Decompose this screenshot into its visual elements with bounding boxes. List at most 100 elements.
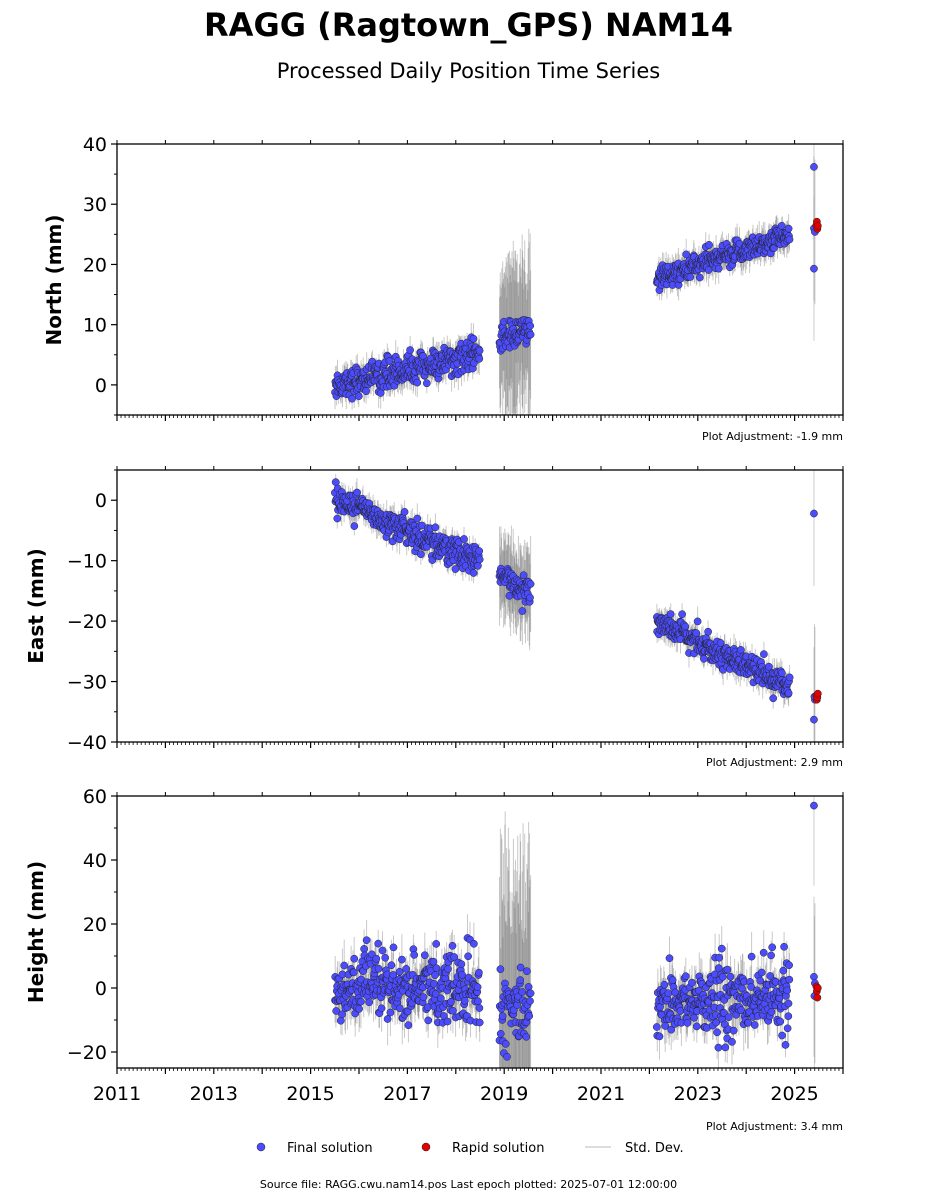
rapid-solution-point	[813, 984, 822, 992]
x-tick-label: 2023	[674, 1083, 722, 1105]
final-solution-point	[460, 535, 468, 543]
final-solution-point	[378, 946, 387, 955]
final-solution-point	[784, 689, 793, 698]
final-solution-point	[714, 1043, 723, 1052]
final-solution-point	[726, 972, 735, 981]
east-plot-adjustment: Plot Adjustment: 2.9 mm	[706, 756, 843, 769]
final-solution-point	[676, 1007, 685, 1015]
y-tick-label: −10	[67, 551, 107, 573]
final-solution-point	[665, 954, 674, 963]
final-solution-point	[518, 607, 527, 615]
final-solution-point	[362, 387, 370, 396]
north-frame	[116, 143, 844, 416]
final-solution-point	[432, 940, 441, 948]
final-solution-point	[377, 1004, 386, 1013]
chart-title: RAGG (Ragtown_GPS) NAM14	[204, 6, 733, 44]
final-solution-point	[716, 639, 725, 647]
y-tick-label: 20	[83, 914, 107, 936]
east-y-ticks: −40 −30 −20 −10 0	[67, 469, 117, 754]
final-solution-point	[400, 508, 409, 516]
final-solution-point	[374, 964, 383, 973]
final-solution-point	[447, 997, 455, 1006]
north-x-ticks	[116, 140, 844, 421]
final-solution-point	[429, 957, 438, 966]
final-solution-point	[432, 964, 441, 973]
final-solution-point	[431, 523, 440, 532]
east-std-dev-bars	[334, 470, 816, 742]
north-plot-adjustment: Plot Adjustment: -1.9 mm	[702, 430, 843, 443]
final-solution-point	[713, 1028, 721, 1037]
final-solution-point	[416, 550, 425, 559]
final-solution-point	[780, 942, 788, 951]
east-frame	[116, 469, 844, 743]
legend-final-label: Final solution	[287, 1141, 373, 1156]
final-solution-point	[450, 953, 459, 961]
final-solution-point	[715, 953, 724, 962]
final-solution-point	[526, 997, 534, 1005]
final-solution-point	[526, 321, 535, 330]
final-solution-point	[765, 662, 773, 671]
y-tick-label: 0	[95, 375, 107, 397]
final-solution-point	[712, 1018, 721, 1027]
final-solution-point	[353, 488, 361, 497]
final-solution-point	[431, 971, 439, 979]
final-solution-point	[516, 976, 525, 984]
final-solution-point	[458, 970, 466, 979]
x-tick-label: 2015	[286, 1083, 334, 1105]
final-solution-point	[387, 961, 396, 970]
final-solution-point	[469, 569, 478, 577]
final-solution-point	[781, 1041, 790, 1049]
legend-std-label: Std. Dev.	[625, 1141, 684, 1156]
final-solution-point	[440, 1012, 448, 1020]
final-solution-point	[460, 996, 469, 1005]
north-plot-area: 0 10 20 30 40	[83, 134, 844, 421]
y-tick-label: −40	[67, 732, 107, 754]
x-tick-label: 2013	[190, 1083, 238, 1105]
final-solution-point	[402, 965, 411, 973]
y-tick-label: 10	[83, 315, 107, 337]
final-solution-point	[525, 1012, 534, 1020]
final-solution-point	[695, 273, 704, 282]
final-solution-point	[385, 357, 394, 365]
final-solution-point	[810, 801, 818, 810]
final-solution-point	[714, 964, 723, 972]
final-solution-point	[729, 1026, 738, 1035]
final-solution-point	[519, 571, 528, 580]
final-solution-point	[448, 941, 457, 950]
legend: Final solution Rapid solution Std. Dev.	[256, 1141, 684, 1156]
final-solution-point	[498, 1012, 507, 1020]
final-solution-point	[437, 994, 445, 1003]
final-solution-point	[810, 264, 818, 273]
final-solution-point	[778, 1031, 786, 1040]
final-solution-point	[682, 250, 691, 259]
final-solution-point	[783, 1024, 792, 1033]
final-solution-point	[475, 968, 483, 977]
final-solution-point	[357, 997, 365, 1006]
final-solution-point	[475, 1018, 484, 1027]
final-solution-point	[338, 1010, 346, 1019]
legend-rapid-label: Rapid solution	[452, 1141, 544, 1156]
final-solution-point	[778, 669, 786, 677]
final-solution-point	[690, 1013, 698, 1022]
x-tick-label: 2011	[93, 1083, 141, 1105]
final-solution-point	[420, 951, 429, 960]
final-solution-point	[336, 1016, 345, 1025]
final-solution-point	[475, 354, 484, 363]
final-solution-point	[681, 972, 690, 981]
final-solution-point	[331, 478, 340, 486]
final-solution-point	[760, 650, 768, 658]
final-solution-point	[470, 939, 478, 948]
final-solution-point	[404, 1021, 413, 1030]
final-solution-point	[705, 241, 713, 249]
y-tick-label: −20	[67, 1042, 107, 1064]
final-solution-point	[766, 972, 775, 980]
final-solution-point	[810, 715, 818, 724]
final-solution-point	[759, 948, 768, 957]
final-solution-point	[389, 943, 398, 952]
final-solution-point	[362, 936, 371, 945]
final-solution-point	[776, 1017, 785, 1026]
final-solution-point	[785, 961, 793, 970]
final-solution-point	[750, 1021, 759, 1029]
